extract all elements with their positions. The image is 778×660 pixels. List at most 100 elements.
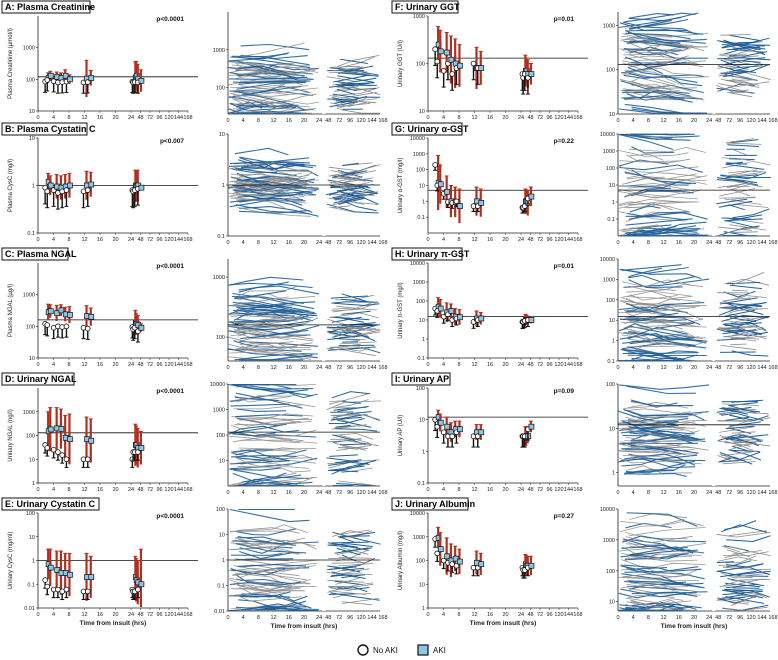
spaghetti-x-tick-label: 8 (647, 615, 650, 621)
panel-title: D: Urinary NGAL (5, 374, 77, 384)
no-aki-patient-line (235, 199, 307, 204)
aki-patient-line (627, 212, 708, 220)
aki-patient-line (241, 593, 303, 606)
aki-patient-line (623, 95, 693, 103)
no-aki-patient-line (622, 290, 694, 298)
legend-aki-marker (417, 644, 429, 656)
aki-patient-line (725, 583, 759, 589)
no-aki-patient-line (237, 417, 309, 427)
spaghetti-x-tick-label: 16 (286, 365, 292, 371)
no-aki-patient-line (727, 170, 767, 174)
y-tick-label: 0.1 (27, 231, 35, 237)
aki-patient-line (330, 469, 359, 473)
aki-patient-line (623, 408, 709, 417)
no-aki-patient-line (338, 195, 379, 205)
no-aki-patient-line (235, 565, 316, 572)
no-aki-patient-line (630, 440, 701, 443)
aki-patient-line (628, 279, 683, 288)
no-aki-patient-line (727, 86, 748, 93)
aki-patient-line (335, 428, 378, 432)
no-aki-patient-line (238, 476, 318, 486)
no-aki-patient-line (341, 338, 366, 340)
no-aki-patient-line (731, 431, 756, 434)
aki-patient-line (338, 317, 365, 323)
aki-point (478, 315, 485, 322)
axis-break (712, 134, 716, 236)
aki-patient-line (335, 424, 351, 428)
aki-patient-line (228, 302, 290, 309)
x-tick-label: 72 (147, 487, 153, 493)
aki-patient-line (232, 606, 307, 612)
spaghetti-x-tick-label: 96 (737, 490, 743, 496)
x-tick-label: 0 (36, 115, 39, 121)
aki-patient-line (727, 570, 771, 577)
aki-patient-line (623, 48, 682, 52)
spaghetti-x-tick-label: 16 (286, 490, 292, 496)
panel-title-box (391, 247, 463, 261)
aki-patient-line (621, 446, 699, 454)
aki-point (138, 445, 145, 451)
x-tick-label: 72 (537, 362, 543, 368)
spaghetti-x-tick-label: 120 (746, 490, 755, 496)
aki-patient-line (229, 595, 290, 598)
aki-point (437, 546, 444, 553)
aki-patient-line (331, 316, 362, 323)
no-aki-patient-line (630, 84, 693, 93)
no-aki-patient-line (627, 176, 665, 180)
aki-patient-line (236, 172, 315, 187)
y-tick-label: 10 (29, 136, 35, 142)
spaghetti-x-tick-label: 20 (691, 490, 697, 496)
x-tick-label: 24 (128, 362, 134, 368)
x-tick-label: 20 (502, 115, 508, 121)
no-aki-patient-line (722, 332, 759, 338)
y-tick-label: 100 (26, 324, 35, 330)
aki-patient-line (624, 580, 704, 586)
aki-patient-line (628, 580, 694, 587)
no-aki-patient-line (619, 199, 685, 206)
no-aki-patient-line (631, 80, 681, 92)
panel-title-box (1, 497, 100, 511)
no-aki-patient-line (234, 317, 319, 329)
no-aki-patient-line (628, 542, 707, 552)
no-aki-patient-line (237, 465, 311, 473)
spaghetti-x-tick-label: 168 (768, 490, 777, 496)
spaghetti-x-tick-label: 48 (715, 118, 721, 124)
no-aki-patient-line (328, 166, 361, 172)
legend-no-aki-label: No AKI (373, 646, 398, 655)
no-aki-patient-line (631, 556, 698, 562)
spaghetti-x-tick-label: 144 (367, 118, 376, 124)
spaghetti-y-tick-label: 100 (606, 569, 615, 575)
x-tick-label: 120 (554, 115, 563, 121)
aki-patient-line (628, 72, 698, 83)
no-aki-patient-line (333, 177, 366, 182)
no-aki-patient-line (624, 22, 674, 29)
x-tick-label: 144 (564, 115, 573, 121)
y-tick-label: 1 (32, 184, 35, 190)
x-tick-label: 24 (518, 362, 524, 368)
x-tick-label: 168 (573, 115, 582, 121)
spaghetti-x-tick-label: 144 (367, 615, 376, 621)
spaghetti-y-tick-label: 10000 (600, 257, 615, 263)
x-tick-label: 12 (471, 237, 477, 243)
aki-point (67, 182, 73, 189)
spaghetti-x-tick-label: 20 (691, 240, 697, 246)
spaghetti-x-tick-label: 168 (378, 615, 387, 621)
aki-patient-line (629, 546, 694, 556)
no-aki-point (449, 433, 455, 440)
spaghetti-y-tick-label: 10 (219, 533, 225, 539)
aki-patient-line (236, 408, 287, 412)
axis-break (712, 384, 716, 486)
x-tick-label: 96 (546, 362, 552, 368)
no-aki-point (135, 586, 141, 593)
no-aki-patient-line (227, 314, 292, 318)
spaghetti-x-tick-label: 8 (647, 365, 650, 371)
no-aki-patient-line (626, 177, 706, 184)
spaghetti-x-tick-label: 48 (325, 240, 331, 246)
spaghetti-x-tick-label: 24 (316, 240, 322, 246)
aki-patient-line (732, 208, 770, 219)
no-aki-patient-line (336, 87, 373, 92)
y-tick-label: 1000 (413, 535, 425, 541)
aki-patient-line (724, 302, 764, 315)
aki-patient-line (231, 553, 283, 556)
aki-patient-line (327, 543, 373, 547)
